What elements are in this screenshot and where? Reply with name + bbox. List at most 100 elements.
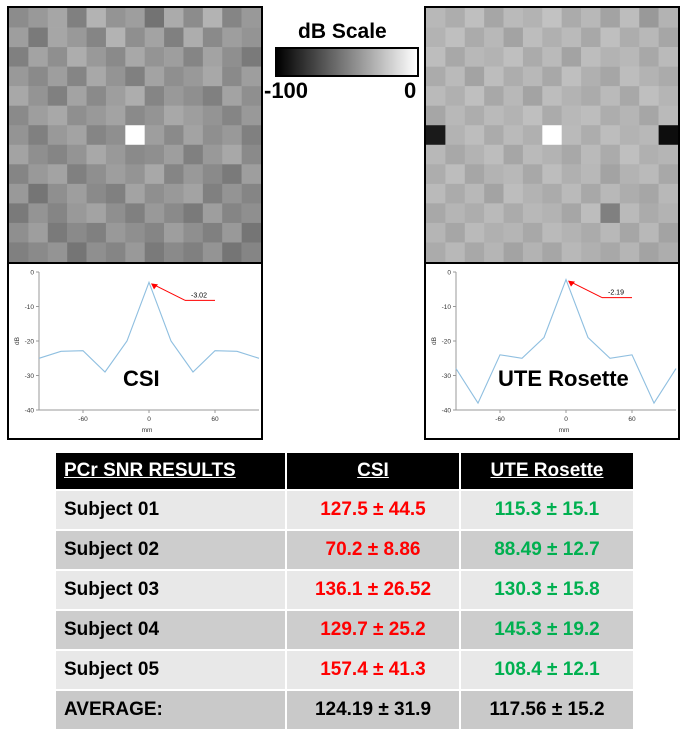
heatmap-cell [561,242,582,262]
heatmap-cell [202,203,223,224]
heatmap-cell [561,8,582,28]
annotation-arrow [152,283,186,301]
y-tick-label: 0 [447,270,451,277]
heatmap-cell [67,164,87,185]
heatmap-cell [484,183,504,204]
heatmap-cell [600,164,621,185]
heatmap-cell [619,27,640,48]
heatmap-cell [561,47,582,67]
heatmap-cell [67,242,87,262]
heatmap-cell [600,125,621,146]
heatmap-cell [125,144,145,165]
heatmap-cell [542,183,562,204]
heatmap-cell [183,66,204,87]
x-tick-label: 60 [628,416,636,423]
heatmap-cell [9,144,29,165]
heatmap-cell [639,125,659,146]
scale-max-label: 0 [404,78,417,103]
heatmap-cell [445,125,466,146]
heatmap-cell [639,27,659,48]
heatmap-cell [542,27,562,48]
heatmap-cell [144,125,165,146]
heatmap-cell [581,203,601,224]
heatmap-cell [202,47,223,67]
heatmap-cell [484,242,504,262]
header-ute: UTE Rosette [459,453,633,490]
y-tick-label: -40 [442,408,452,415]
heatmap-cell [86,105,107,126]
heatmap-cell [658,203,678,224]
heatmap-cell [86,203,107,224]
scale-min-label: -100 [264,78,309,103]
heatmap-cell [445,144,466,165]
heatmap-cell [503,66,524,87]
csi-profile-chart: 0 -10 -20 -30 -40 -60 0 60 mm dB -3.02 [14,270,260,434]
csi-cell: 157.4 ± 41.3 [285,649,460,690]
heatmap-cell [144,144,165,165]
heatmap-cell [522,183,543,204]
heatmap-cell [542,8,562,28]
heatmap-cell [67,27,87,48]
heatmap-cell [144,86,165,106]
heatmap-cell [542,47,562,67]
average-row: AVERAGE: 124.19 ± 31.9 117.56 ± 15.2 [56,689,633,729]
heatmap-cell [105,47,126,67]
heatmap-cell [426,144,446,165]
heatmap-cell [164,66,184,87]
heatmap-cell [164,242,184,262]
table-header-row: PCr SNR RESULTS CSI UTE Rosette [56,453,633,490]
heatmap-cell [445,105,466,126]
heatmap-cell [222,8,242,28]
heatmap-cell [484,66,504,87]
heatmap-cell [28,222,49,243]
heatmap-cell [125,242,145,262]
ute-label: UTE Rosette [498,366,629,391]
heatmap-cell [445,164,466,185]
heatmap-cell [426,164,446,185]
heatmap-cell [658,222,678,243]
heatmap-cell [86,183,107,204]
heatmap-cell [581,8,601,28]
heatmap-cell [464,183,485,204]
y-tick-label: -10 [442,304,452,311]
heatmap-cell [67,66,87,87]
heatmap-cell [542,125,562,146]
heatmap-cell [164,164,184,185]
heatmap-cell [67,8,87,28]
heatmap-cell [639,105,659,126]
heatmap-cell [619,222,640,243]
heatmap-cell [561,144,582,165]
heatmap-cell [144,222,165,243]
heatmap-cell [658,105,678,126]
heatmap-cell [144,242,165,262]
heatmap-cell [600,47,621,67]
heatmap-cell [581,164,601,185]
heatmap-cell [144,105,165,126]
table-row: Subject 01 127.5 ± 44.5 115.3 ± 15.1 [56,489,633,530]
heatmap-cell [600,222,621,243]
heatmap-cell [522,222,543,243]
subject-cell: Subject 02 [56,529,286,570]
heatmap-cell [222,27,242,48]
heatmap-cell [464,86,485,106]
heatmap-cell [67,183,87,204]
header-csi: CSI [285,453,460,490]
heatmap-cell [561,86,582,106]
heatmap-cell [105,105,126,126]
heatmap-cell [426,125,446,146]
heatmap-cell [105,66,126,87]
x-tick-label: -60 [78,416,88,423]
heatmap-cell [561,222,582,243]
y-axis-label: dB [14,337,21,345]
y-tick-label: -40 [25,408,35,415]
heatmap-cell [47,203,68,224]
heatmap-cell [426,66,446,87]
heatmap-cell [464,203,485,224]
heatmap-cell [619,105,640,126]
heatmap-cell [658,86,678,106]
heatmap-cell [164,86,184,106]
heatmap-cell [426,105,446,126]
heatmap-cell [542,242,562,262]
csi-cell: 129.7 ± 25.2 [285,609,460,650]
heatmap-cell [464,222,485,243]
